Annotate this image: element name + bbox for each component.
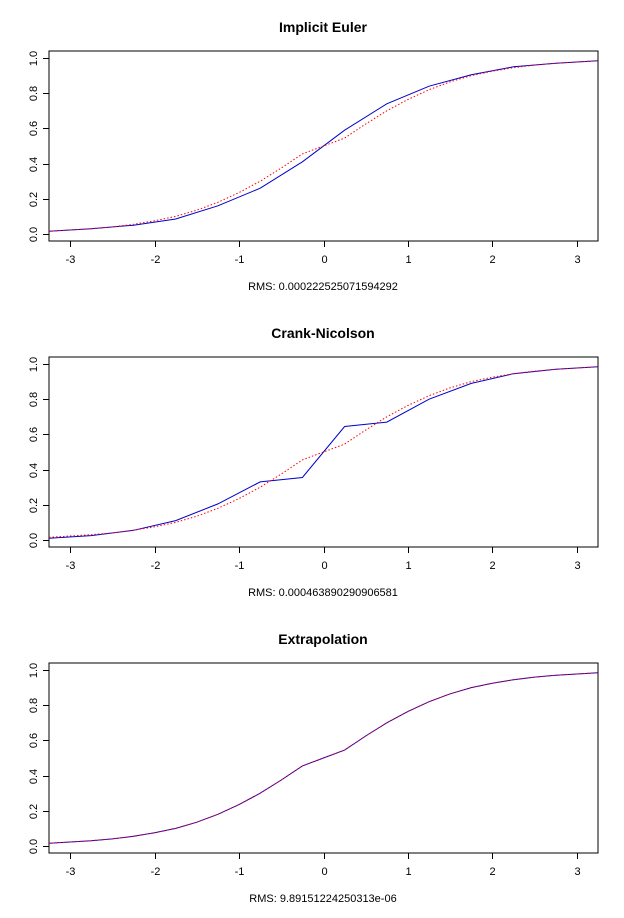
chart-title: Implicit Euler	[279, 19, 367, 35]
reference-curve	[48, 672, 599, 844]
x-tick-label: 1	[405, 254, 411, 266]
y-tick-label: 0.6	[28, 427, 40, 442]
x-tick-label: 3	[574, 254, 580, 266]
plot-area	[48, 662, 599, 854]
x-tick-label: 3	[574, 866, 580, 878]
rms-label: RMS: 0.000463890290906581	[248, 587, 398, 599]
chart-title: Extrapolation	[278, 631, 367, 647]
approximation-curve	[48, 366, 599, 539]
reference-curve	[48, 60, 599, 232]
x-tick-label: 0	[321, 560, 327, 572]
x-tick-label: 3	[574, 560, 580, 572]
chart-title: Crank-Nicolson	[271, 325, 374, 341]
x-tick-label: -3	[66, 254, 76, 266]
plot-area	[48, 356, 599, 548]
approximation-curve	[48, 672, 599, 844]
x-tick-label: 2	[489, 866, 495, 878]
x-tick-label: -3	[66, 560, 76, 572]
x-tick-label: 2	[489, 254, 495, 266]
x-tick-label: -1	[235, 254, 245, 266]
y-tick-label: 0.6	[28, 733, 40, 748]
plot-area	[48, 50, 599, 242]
panel-extrapolation: Extrapolation RMS: 9.89151224250313e-06 …	[28, 631, 599, 905]
y-tick-label: 0.0	[28, 533, 40, 548]
y-tick-label: 0.6	[28, 121, 40, 136]
x-tick-label: -2	[151, 254, 161, 266]
reference-curve	[48, 366, 599, 538]
x-tick-label: -1	[235, 866, 245, 878]
approximation-curve	[48, 60, 599, 232]
y-tick-label: 0.0	[28, 839, 40, 854]
x-tick-label: -1	[235, 560, 245, 572]
y-tick-label: 0.4	[28, 769, 40, 784]
y-tick-label: 0.2	[28, 498, 40, 513]
y-tick-label: 0.2	[28, 192, 40, 207]
y-tick-label: 0.8	[28, 698, 40, 713]
y-tick-label: 0.4	[28, 463, 40, 478]
panel-implicit-euler: Implicit Euler RMS: 0.000222525071594292…	[28, 19, 599, 293]
x-tick-label: 2	[489, 560, 495, 572]
x-tick-label: 1	[405, 866, 411, 878]
y-tick-label: 0.0	[28, 227, 40, 242]
x-tick-label: -3	[66, 866, 76, 878]
y-tick-label: 1.0	[28, 51, 40, 66]
x-tick-label: 0	[321, 254, 327, 266]
y-tick-label: 0.4	[28, 157, 40, 172]
y-tick-label: 0.8	[28, 392, 40, 407]
y-tick-label: 1.0	[28, 663, 40, 678]
panel-crank-nicolson: Crank-Nicolson RMS: 0.000463890290906581…	[28, 325, 599, 599]
x-tick-label: 1	[405, 560, 411, 572]
y-tick-label: 0.2	[28, 804, 40, 819]
y-tick-label: 1.0	[28, 357, 40, 372]
x-tick-label: 0	[321, 866, 327, 878]
y-tick-label: 0.8	[28, 86, 40, 101]
x-tick-label: -2	[151, 866, 161, 878]
rms-label: RMS: 0.000222525071594292	[248, 281, 398, 293]
x-tick-label: -2	[151, 560, 161, 572]
rms-label: RMS: 9.89151224250313e-06	[249, 893, 396, 905]
